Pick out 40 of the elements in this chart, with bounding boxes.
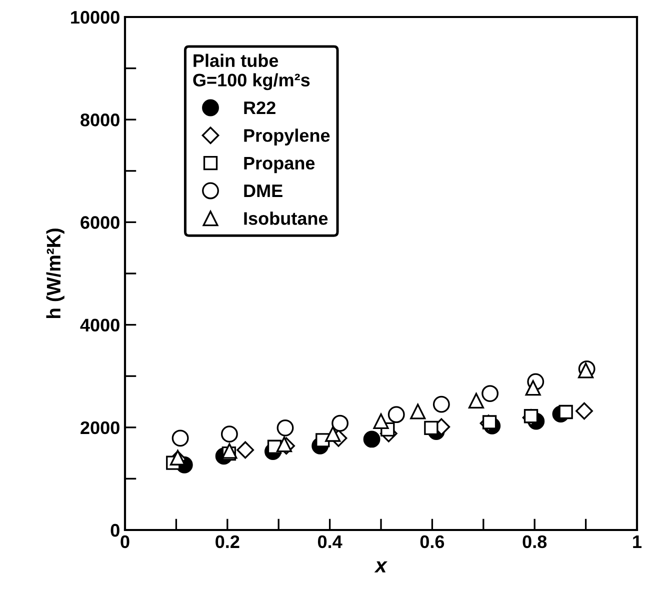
point <box>576 402 593 420</box>
legend-title: Plain tube G=100 kg/m²s <box>193 54 310 90</box>
x-tick-label: 0.4 <box>318 535 342 548</box>
point <box>525 380 541 396</box>
point <box>325 426 341 442</box>
x-axis-title: x <box>374 561 388 572</box>
y-tick-label: 0 <box>110 524 120 537</box>
point <box>236 441 254 459</box>
point <box>222 443 238 459</box>
point <box>424 420 438 435</box>
y-axis-title: h (W/m²K) <box>46 228 64 318</box>
point <box>373 413 389 430</box>
point <box>410 404 426 420</box>
legend-label: DME <box>244 184 282 198</box>
point <box>172 430 189 447</box>
point <box>468 392 484 409</box>
legend-label: Propylene <box>244 128 330 146</box>
legend-label: R22 <box>244 101 276 114</box>
x-tick-label: 0 <box>120 535 130 548</box>
x-tick-label: 1 <box>633 536 642 548</box>
y-tick-label: 4000 <box>80 318 120 332</box>
point <box>220 426 238 443</box>
point <box>432 396 450 413</box>
y-tick-label: 2000 <box>80 421 120 434</box>
point <box>524 409 538 424</box>
legend-label: Propane <box>244 156 315 174</box>
x-tick-label: 0.8 <box>522 535 547 548</box>
point <box>388 406 405 424</box>
point <box>482 385 499 402</box>
point <box>482 415 497 430</box>
point <box>363 430 380 448</box>
point <box>276 419 294 436</box>
legend-label: Isobutane <box>244 212 328 225</box>
point <box>558 404 573 420</box>
x-tick-label: 0.6 <box>420 535 444 548</box>
y-tick-label: 8000 <box>80 114 120 126</box>
y-tick-label: 6000 <box>80 216 120 229</box>
x-tick-label: 0.2 <box>216 535 240 548</box>
point <box>332 414 349 432</box>
y-tick-label: 10000 <box>71 10 120 24</box>
